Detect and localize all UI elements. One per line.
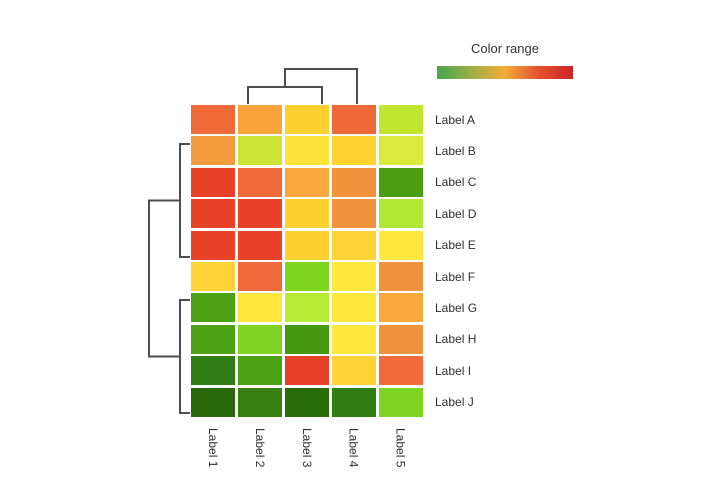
row-label-0: Label A <box>435 112 476 127</box>
heatmap-cell-r1-c2[interactable] <box>284 136 329 166</box>
heatmap-cell-r6-c0[interactable] <box>191 293 235 323</box>
col-label-3: Label 4 <box>346 428 361 468</box>
heatmap-cell-r4-c1[interactable] <box>237 230 282 260</box>
heatmap-cell-r5-c4[interactable] <box>378 262 423 291</box>
heatmap-cell-r4-c3[interactable] <box>331 230 376 260</box>
row-label-4: Label E <box>435 238 476 253</box>
heatmap-cell-r1-c1[interactable] <box>237 136 282 166</box>
heatmap-cell-r6-c1[interactable] <box>237 293 282 323</box>
heatmap-cell-r1-c3[interactable] <box>331 136 376 166</box>
row-label-2: Label C <box>435 175 477 190</box>
heatmap-cell-r5-c3[interactable] <box>331 262 376 291</box>
heatmap-cell-r4-c4[interactable] <box>378 230 423 260</box>
column-dendrogram <box>247 68 358 104</box>
heatmap-cell-r9-c1[interactable] <box>237 387 282 417</box>
heatmap-cell-r2-c3[interactable] <box>331 167 376 197</box>
heatmap-cell-r7-c4[interactable] <box>378 324 423 354</box>
heatmap-cell-r3-c3[interactable] <box>331 199 376 229</box>
legend-gradient-bar <box>437 66 573 79</box>
heatmap-cell-r4-c0[interactable] <box>191 230 235 260</box>
heatmap-cell-r1-c0[interactable] <box>191 136 235 166</box>
heatmap-cell-r0-c2[interactable] <box>284 105 329 134</box>
heatmap-cell-r8-c1[interactable] <box>237 356 282 386</box>
legend-title: Color range <box>471 41 539 56</box>
heatmap-cell-r8-c2[interactable] <box>284 356 329 386</box>
heatmap-cell-r0-c4[interactable] <box>378 105 423 134</box>
heatmap-cell-r3-c1[interactable] <box>237 199 282 229</box>
row-label-6: Label G <box>435 300 478 315</box>
row-label-8: Label I <box>435 363 472 378</box>
col-label-2: Label 3 <box>299 428 314 468</box>
heatmap-cell-r2-c4[interactable] <box>378 167 423 197</box>
heatmap-cell-r6-c3[interactable] <box>331 293 376 323</box>
heatmap-cell-r0-c3[interactable] <box>331 105 376 134</box>
row-label-1: Label B <box>435 143 476 158</box>
row-label-7: Label H <box>435 332 477 347</box>
heatmap-cell-r3-c2[interactable] <box>284 199 329 229</box>
heatmap-cell-r4-c2[interactable] <box>284 230 329 260</box>
heatmap-cell-r7-c3[interactable] <box>331 324 376 354</box>
heatmap-cell-r7-c0[interactable] <box>191 324 235 354</box>
row-label-3: Label D <box>435 206 477 221</box>
heatmap-cell-r2-c1[interactable] <box>237 167 282 197</box>
heatmap-cell-r0-c1[interactable] <box>237 105 282 134</box>
heatmap-cell-r5-c2[interactable] <box>284 262 329 291</box>
heatmap-cell-r5-c0[interactable] <box>191 262 235 291</box>
heatmap-cell-r7-c1[interactable] <box>237 324 282 354</box>
heatmap-cell-r5-c1[interactable] <box>237 262 282 291</box>
heatmap-cell-r9-c0[interactable] <box>191 387 235 417</box>
col-label-1: Label 2 <box>252 428 267 468</box>
col-label-4: Label 5 <box>393 428 408 468</box>
heatmap-cell-r9-c3[interactable] <box>331 387 376 417</box>
heatmap-cell-r8-c3[interactable] <box>331 356 376 386</box>
row-label-9: Label J <box>435 395 474 410</box>
heatmap-cell-r1-c4[interactable] <box>378 136 423 166</box>
heatmap-cell-r2-c2[interactable] <box>284 167 329 197</box>
heatmap-cell-r0-c0[interactable] <box>191 105 235 134</box>
heatmap-cell-r7-c2[interactable] <box>284 324 329 354</box>
heatmap-cell-r3-c0[interactable] <box>191 199 235 229</box>
heatmap-cell-r9-c4[interactable] <box>378 387 423 417</box>
heatmap-cell-r9-c2[interactable] <box>284 387 329 417</box>
row-dendrogram <box>148 143 190 414</box>
heatmap-cell-r2-c0[interactable] <box>191 167 235 197</box>
heatmap-cell-r8-c4[interactable] <box>378 356 423 386</box>
col-label-0: Label 1 <box>206 428 220 468</box>
heatmap-cell-r3-c4[interactable] <box>378 199 423 229</box>
heatmap-cell-r6-c4[interactable] <box>378 293 423 323</box>
row-label-5: Label F <box>435 269 476 284</box>
heatmap-cell-r8-c0[interactable] <box>191 356 235 386</box>
heatmap-cell-r6-c2[interactable] <box>284 293 329 323</box>
